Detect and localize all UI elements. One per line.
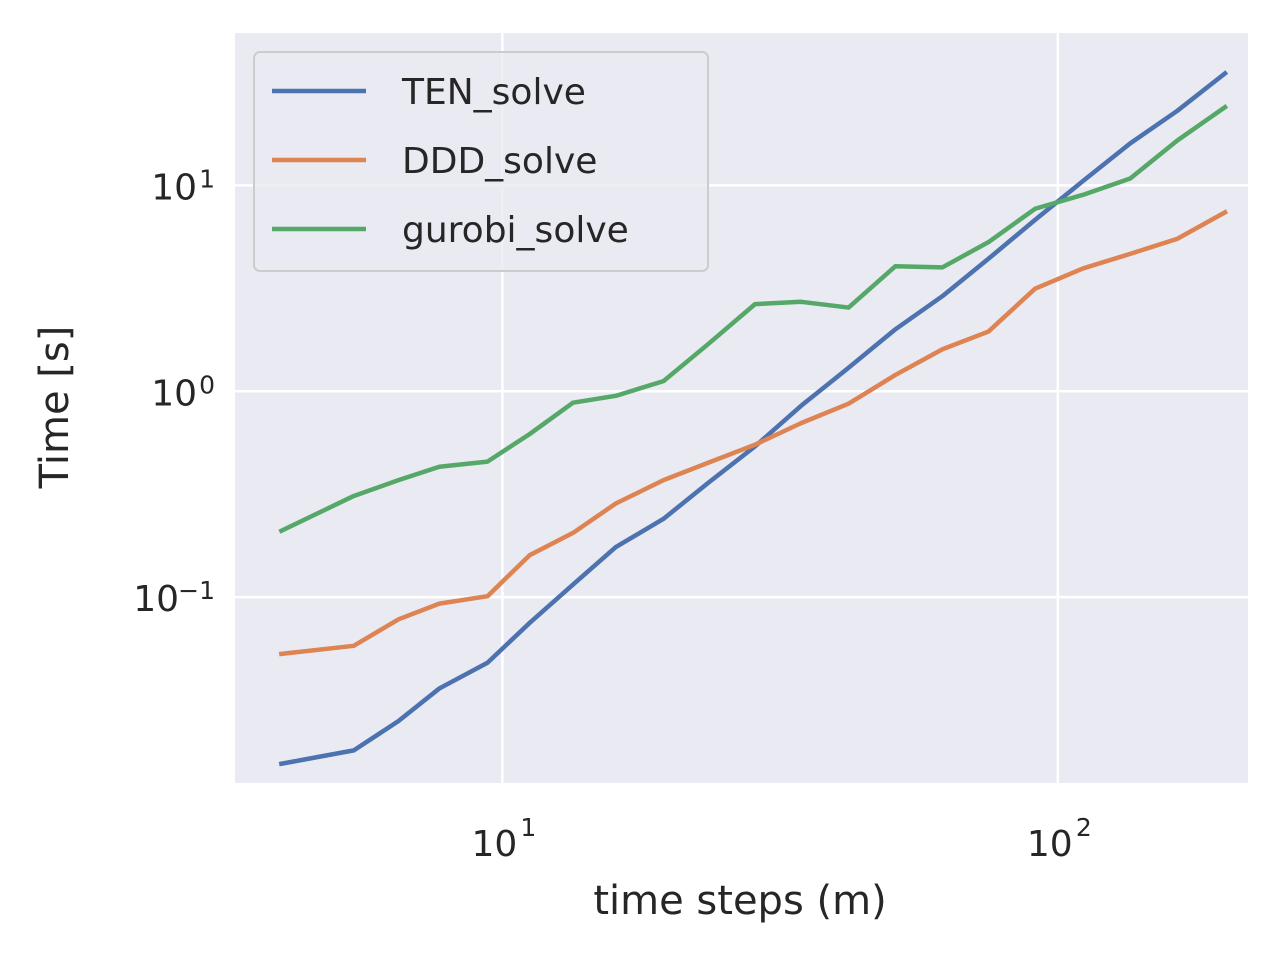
x-tick-exponent: 1 [520, 813, 536, 842]
legend-label: TEN_solve [401, 72, 586, 113]
y-tick-exponent: 0 [199, 370, 215, 399]
x-tick-label: 10 2 [1027, 813, 1092, 865]
y-tick-base: 10 [151, 373, 197, 414]
legend-item-ten-solve: TEN_solve [272, 72, 586, 113]
y-axis-label: Time [s] [32, 326, 78, 490]
legend-label: DDD_solve [402, 141, 597, 182]
series-line-gurobi-solve [278, 104, 1229, 534]
y-tick-label: 110 [151, 164, 215, 208]
y-tick-exponent: −1 [178, 576, 215, 605]
y-tick-exponent: 1 [199, 164, 215, 193]
x-tick-label: 10 1 [472, 813, 537, 865]
legend-box [253, 51, 709, 272]
x-axis-label: time steps (m) [593, 878, 886, 924]
legend-item-gurobi-solve: gurobi_solve [272, 210, 629, 251]
y-tick-label: 010 [151, 370, 215, 414]
series-line-ddd-solve [278, 209, 1229, 657]
x-tick-base: 10 [472, 824, 518, 865]
x-tick-base: 10 [1027, 824, 1073, 865]
legend-item-ddd-solve: DDD_solve [272, 141, 597, 182]
y-tick-base: 10 [151, 167, 197, 208]
y-tick-base: 10 [133, 579, 179, 620]
x-tick-exponent: 2 [1076, 813, 1092, 842]
y-tick-label: −110 [133, 576, 215, 620]
legend-label: gurobi_solve [402, 210, 629, 251]
